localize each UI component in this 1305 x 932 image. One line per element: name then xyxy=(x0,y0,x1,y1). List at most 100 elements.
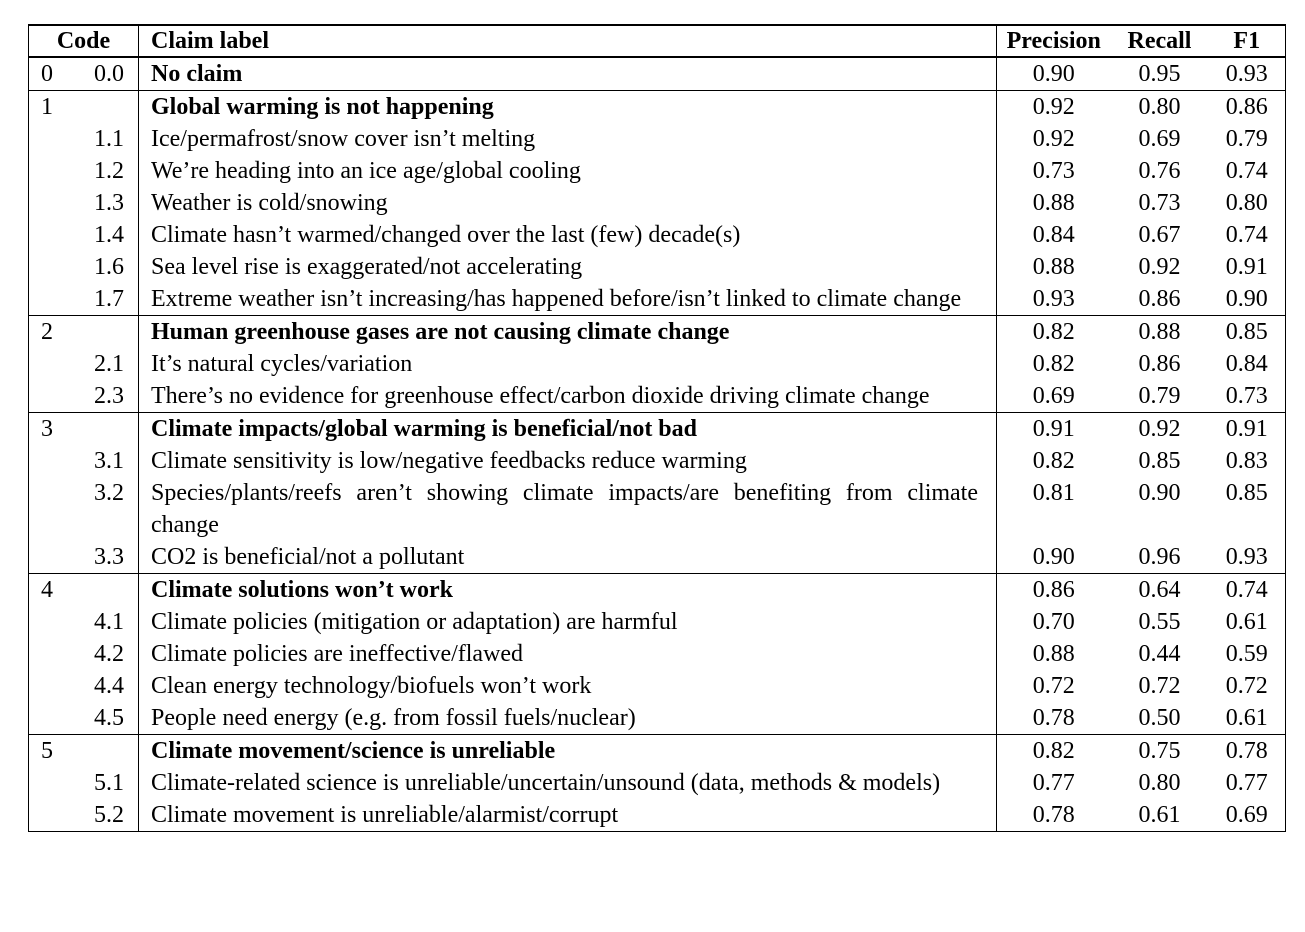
recall-cell: 0.69 xyxy=(1138,126,1181,152)
precision-cell: 0.77 xyxy=(1032,770,1075,796)
table-row: 4.2 Climate policies are ineffective/flaw… xyxy=(28,638,1286,670)
code-major-cell xyxy=(28,283,73,316)
f1-cell: 0.91 xyxy=(1208,251,1286,283)
precision-cell: 0.84 xyxy=(1032,222,1075,248)
claim-label-cell: Ice/permafrost/snow cover isn’t melting xyxy=(138,123,997,155)
results-table-container: Code Claim label Precision Recall F1 0 0.… xyxy=(28,24,1286,832)
precision-cell: 0.91 xyxy=(996,412,1111,445)
code-sub-cell: 1.3 xyxy=(94,190,124,216)
f1-cell: 0.90 xyxy=(1208,283,1286,316)
code-sub-cell: 2.3 xyxy=(94,383,124,409)
code-sub-cell: 1.2 xyxy=(94,158,124,184)
code-major-cell: 5 xyxy=(28,734,73,767)
precision-cell: 0.82 xyxy=(1032,448,1075,474)
code-sub-cell: 4.4 xyxy=(94,673,124,699)
recall-cell: 0.86 xyxy=(1138,286,1181,312)
recall-cell: 0.75 xyxy=(1110,734,1209,767)
table-row: 3.3 CO2 is beneficial/not a pollutant 0.90… xyxy=(28,541,1286,574)
code-sub-cell: 4.1 xyxy=(94,609,124,635)
f1-cell: 0.83 xyxy=(1208,445,1286,477)
table-row: 3.2 Species/plants/reefs aren’t showing c… xyxy=(28,477,1286,541)
precision-cell: 0.73 xyxy=(1032,158,1075,184)
classification-results-table: Code Claim label Precision Recall F1 0 0.… xyxy=(28,24,1286,832)
code-major-cell: 4 xyxy=(28,573,73,606)
recall-cell: 0.79 xyxy=(1138,383,1181,409)
code-major-cell xyxy=(28,251,73,283)
precision-cell: 0.90 xyxy=(1032,544,1075,570)
header-f1: F1 xyxy=(1208,24,1286,58)
claim-label-cell: Climate sensitivity is low/negative feed… xyxy=(138,445,997,477)
claim-label-cell: No claim xyxy=(138,57,997,91)
code-major-cell xyxy=(28,541,73,574)
code-major-cell xyxy=(28,477,73,541)
recall-cell: 0.88 xyxy=(1110,315,1209,348)
table-row: 5.1 Climate-related science is unreliable… xyxy=(28,767,1286,799)
claim-label-cell: Climate solutions won’t work xyxy=(138,573,997,606)
claim-label-cell: Climate-related science is unreliable/un… xyxy=(138,767,997,799)
f1-cell: 0.84 xyxy=(1208,348,1286,380)
code-sub-cell xyxy=(72,90,139,123)
recall-cell: 0.95 xyxy=(1138,61,1181,87)
precision-cell: 0.92 xyxy=(996,90,1111,123)
code-sub-cell: 1.6 xyxy=(94,254,124,280)
table-row: 1.7 Extreme weather isn’t increasing/has … xyxy=(28,283,1286,316)
table-row: 4.1 Climate policies (mitigation or adapt… xyxy=(28,606,1286,638)
header-claim-label: Claim label xyxy=(138,24,997,58)
f1-cell: 0.73 xyxy=(1208,380,1286,413)
recall-cell: 0.92 xyxy=(1138,254,1181,280)
recall-cell: 0.80 xyxy=(1110,90,1209,123)
code-major-cell: 3 xyxy=(28,412,73,445)
header-precision: Precision xyxy=(996,24,1111,58)
code-major-cell xyxy=(28,348,73,380)
recall-cell: 0.85 xyxy=(1138,448,1181,474)
claim-label-cell: Clean energy technology/biofuels won’t w… xyxy=(138,670,997,702)
recall-cell: 0.61 xyxy=(1110,799,1209,832)
code-sub-cell: 5.1 xyxy=(94,770,124,796)
code-major-cell xyxy=(28,702,73,735)
table-row: 2.1 It’s natural cycles/variation 0.82 0.86… xyxy=(28,348,1286,380)
recall-cell: 0.64 xyxy=(1110,573,1209,606)
claim-label-cell: Climate movement is unreliable/alarmist/… xyxy=(138,799,997,832)
code-major-cell xyxy=(28,670,73,702)
claim-label-cell: Weather is cold/snowing xyxy=(138,187,997,219)
recall-cell: 0.76 xyxy=(1138,158,1181,184)
table-row: 2 Human greenhouse gases are not causing … xyxy=(28,315,1286,348)
f1-cell: 0.79 xyxy=(1208,123,1286,155)
precision-cell: 0.78 xyxy=(996,799,1111,832)
f1-cell: 0.74 xyxy=(1208,573,1286,606)
table-row: 1.1 Ice/permafrost/snow cover isn’t melti… xyxy=(28,123,1286,155)
precision-cell: 0.88 xyxy=(1032,254,1075,280)
code-sub-cell: 1.1 xyxy=(94,126,124,152)
table-header-row: Code Claim label Precision Recall F1 xyxy=(28,24,1286,58)
table-row: 0 0.0 No claim 0.90 0.95 0.93 xyxy=(28,57,1286,91)
table-row: 3 Climate impacts/global warming is benef… xyxy=(28,412,1286,445)
code-sub-cell: 4.5 xyxy=(94,705,124,731)
f1-cell: 0.74 xyxy=(1208,219,1286,251)
table-row: 1.2 We’re heading into an ice age/global … xyxy=(28,155,1286,187)
code-major-cell xyxy=(28,638,73,670)
code-sub-cell: 4.2 xyxy=(94,641,124,667)
f1-cell: 0.74 xyxy=(1208,155,1286,187)
f1-cell: 0.85 xyxy=(1208,315,1286,348)
claim-label-cell: It’s natural cycles/variation xyxy=(138,348,997,380)
f1-cell: 0.59 xyxy=(1208,638,1286,670)
code-major-cell xyxy=(28,123,73,155)
code-sub-cell: 3.3 xyxy=(94,544,124,570)
f1-cell: 0.61 xyxy=(1208,606,1286,638)
f1-cell: 0.86 xyxy=(1208,90,1286,123)
f1-cell: 0.93 xyxy=(1208,57,1286,91)
recall-cell: 0.55 xyxy=(1138,609,1181,635)
f1-cell: 0.91 xyxy=(1208,412,1286,445)
recall-cell: 0.92 xyxy=(1110,412,1209,445)
code-major-cell xyxy=(28,767,73,799)
table-row: 4.4 Clean energy technology/biofuels won’… xyxy=(28,670,1286,702)
code-major-cell xyxy=(28,606,73,638)
code-major-cell: 1 xyxy=(28,90,73,123)
f1-cell: 0.80 xyxy=(1208,187,1286,219)
f1-cell: 0.85 xyxy=(1208,477,1286,541)
precision-cell: 0.88 xyxy=(1032,641,1075,667)
recall-cell: 0.67 xyxy=(1138,222,1181,248)
precision-cell: 0.70 xyxy=(1032,609,1075,635)
claim-label-cell: Species/plants/reefs aren’t showing clim… xyxy=(138,477,997,541)
code-sub-cell xyxy=(72,412,139,445)
